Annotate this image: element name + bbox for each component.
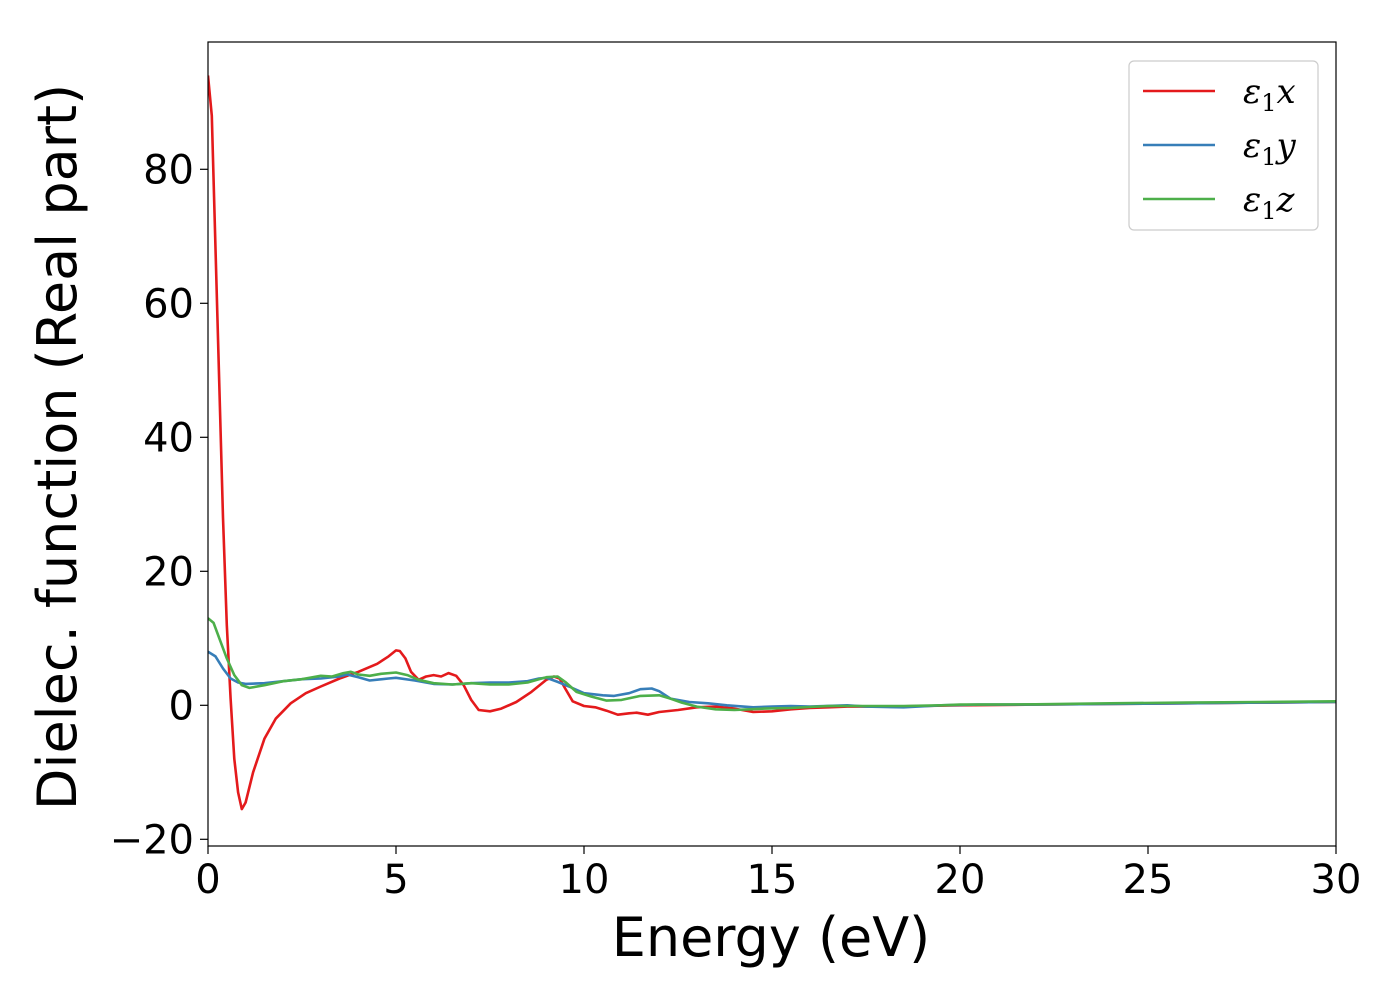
x-tick-label: 30	[1311, 857, 1362, 903]
y-axis: −20 0 20 40 60 80	[110, 147, 208, 863]
legend: ε1x ε1y ε1z	[1128, 60, 1319, 231]
y-tick-label: 20	[143, 549, 194, 595]
x-tick-label: 15	[747, 857, 798, 903]
x-tick-label: 10	[559, 857, 610, 903]
y-tick-label: 40	[143, 415, 194, 461]
legend-label-z: ε1z	[1243, 180, 1296, 225]
y-tick-label: 0	[169, 683, 194, 729]
x-axis: 0 5 10 15 20 25 30	[195, 846, 1361, 903]
series-line-y	[208, 650, 1336, 709]
x-tick-label: 20	[935, 857, 986, 903]
y-tick-label: −20	[110, 817, 194, 863]
legend-label-y: ε1y	[1243, 126, 1297, 171]
series-line-z	[208, 617, 1336, 712]
legend-label-x: ε1x	[1243, 72, 1296, 117]
y-axis-title: Dielec. function (Real part)	[26, 84, 89, 810]
x-axis-title: Energy (eV)	[612, 906, 931, 969]
x-tick-label: 25	[1123, 857, 1174, 903]
series-layer	[208, 75, 1336, 811]
y-tick-label: 80	[143, 147, 194, 193]
x-tick-label: 0	[195, 857, 220, 903]
x-tick-label: 5	[383, 857, 408, 903]
y-tick-label: 60	[143, 281, 194, 327]
series-line-x	[208, 75, 1336, 811]
legend-box	[1128, 60, 1319, 231]
